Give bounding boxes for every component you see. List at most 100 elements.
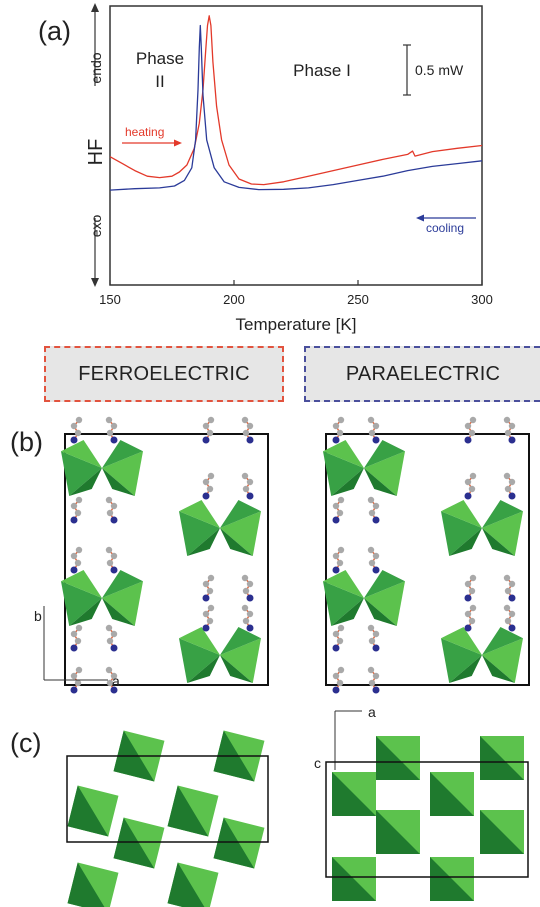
octahedron-face xyxy=(69,598,102,626)
para-structure-ab xyxy=(323,416,523,694)
carbon-atom xyxy=(110,552,118,560)
carbon-atom xyxy=(469,472,477,480)
exo-label: exo xyxy=(88,215,104,238)
octahedron-face xyxy=(102,581,143,626)
octahedron-face xyxy=(187,655,220,683)
octahedron-face xyxy=(441,627,482,655)
octahedron-shade xyxy=(480,810,524,854)
axis-label-c: c xyxy=(314,755,321,771)
scale-bar-label: 0.5 mW xyxy=(415,62,464,78)
carbon-atom xyxy=(74,559,82,567)
octahedron-face xyxy=(482,655,515,683)
carbon-atom xyxy=(105,416,113,424)
cation-bond xyxy=(244,577,251,599)
octahedron-shade xyxy=(480,736,524,780)
octahedron-face xyxy=(331,468,364,496)
carbon-atom xyxy=(508,478,516,486)
carbon-atom xyxy=(242,485,250,493)
carbon-atom xyxy=(74,509,82,517)
carbon-atom xyxy=(105,624,113,632)
carbon-atom xyxy=(372,552,380,560)
cation-bond xyxy=(73,419,80,441)
nitrogen-atom xyxy=(508,594,516,602)
carbon-atom xyxy=(503,604,511,612)
nitrogen-atom xyxy=(246,594,254,602)
octahedron-face xyxy=(220,511,261,556)
octahedron xyxy=(332,857,376,901)
nitrogen-atom xyxy=(464,492,472,500)
carbon-atom xyxy=(105,546,113,554)
nitrogen-atom xyxy=(332,436,340,444)
carbon-atom xyxy=(503,472,511,480)
carbon-atom xyxy=(469,416,477,424)
carbon-atom xyxy=(242,587,250,595)
cation-bond xyxy=(506,419,513,441)
octahedron-face xyxy=(102,451,143,496)
nitrogen-atom xyxy=(332,516,340,524)
carbon-atom xyxy=(74,429,82,437)
cation-bond xyxy=(335,627,342,649)
carbon-atom xyxy=(207,604,215,612)
carbon-atom xyxy=(332,502,340,510)
cation-bond xyxy=(370,499,377,521)
nitrogen-atom xyxy=(70,516,78,524)
x-tick-label: 150 xyxy=(99,292,121,307)
carbon-atom xyxy=(206,429,214,437)
carbon-atom xyxy=(206,617,214,625)
ferroelectric-banner: FERROELECTRIC xyxy=(44,346,284,402)
exo-arrowhead xyxy=(91,278,99,287)
octahedron-face xyxy=(61,570,102,598)
axis-label-b: b xyxy=(34,608,42,624)
cation-bond xyxy=(244,475,251,497)
carbon-atom xyxy=(70,422,78,430)
nitrogen-atom xyxy=(70,566,78,574)
octahedron xyxy=(376,736,420,780)
cation-bond xyxy=(205,607,212,629)
cooling-label: cooling xyxy=(426,221,464,235)
octahedron-face xyxy=(102,570,143,598)
carbon-atom xyxy=(504,587,512,595)
nitrogen-atom xyxy=(110,644,118,652)
carbon-atom xyxy=(464,580,472,588)
ferro-structure-ab xyxy=(61,416,261,694)
carbon-atom xyxy=(337,666,345,674)
cation-bond xyxy=(108,419,115,441)
octahedron xyxy=(376,810,420,854)
carbon-atom xyxy=(110,422,118,430)
cation-bond xyxy=(108,669,115,691)
carbon-atom xyxy=(367,496,375,504)
nitrogen-atom xyxy=(202,624,210,632)
octahedron-shade xyxy=(167,862,209,907)
cation-bond xyxy=(73,549,80,571)
carbon-atom xyxy=(242,617,250,625)
octahedron-shade xyxy=(67,785,109,837)
carbon-atom xyxy=(367,416,375,424)
carbon-atom xyxy=(367,624,375,632)
carbon-atom xyxy=(368,679,376,687)
carbon-atom xyxy=(105,666,113,674)
carbon-atom xyxy=(70,672,78,680)
octahedron-shade xyxy=(67,862,109,907)
x-tick-label: 200 xyxy=(223,292,245,307)
nitrogen-atom xyxy=(332,644,340,652)
nitrogen-atom xyxy=(202,492,210,500)
x-tick-label: 300 xyxy=(471,292,493,307)
carbon-atom xyxy=(469,574,477,582)
series-layer xyxy=(109,15,483,191)
carbon-atom xyxy=(202,580,210,588)
nitrogen-atom xyxy=(372,436,380,444)
carbon-atom xyxy=(74,637,82,645)
carbon-atom xyxy=(469,604,477,612)
heating-arrowhead xyxy=(174,139,182,147)
carbon-atom xyxy=(75,546,83,554)
octahedron xyxy=(480,736,524,780)
octahedron xyxy=(332,772,376,816)
octahedron-face xyxy=(220,528,253,556)
nitrogen-atom xyxy=(202,594,210,602)
phase1-label: Phase I xyxy=(293,61,351,80)
nitrogen-atom xyxy=(70,644,78,652)
carbon-atom xyxy=(336,509,344,517)
carbon-atom xyxy=(337,496,345,504)
octahedron xyxy=(480,810,524,854)
